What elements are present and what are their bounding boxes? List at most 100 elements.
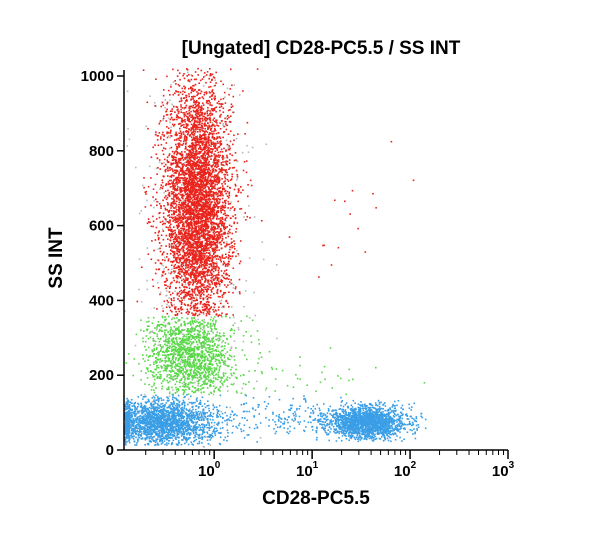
scatter-point — [191, 290, 194, 293]
scatter-point — [195, 194, 198, 197]
scatter-point — [186, 113, 189, 115]
scatter-point — [170, 249, 172, 252]
scatter-point — [223, 188, 226, 190]
scatter-point — [167, 258, 170, 260]
scatter-point — [202, 164, 205, 166]
scatter-point — [238, 278, 241, 281]
scatter-point — [234, 322, 236, 324]
scatter-point — [211, 212, 214, 214]
scatter-point — [210, 221, 212, 224]
scatter-point — [201, 261, 204, 263]
scatter-point — [206, 241, 208, 243]
scatter-point — [168, 243, 171, 245]
scatter-point — [151, 330, 154, 332]
scatter-point — [229, 255, 232, 258]
scatter-point — [193, 163, 196, 166]
scatter-point — [216, 290, 219, 292]
scatter-point — [178, 177, 181, 179]
scatter-point — [183, 137, 186, 140]
scatter-point — [214, 274, 216, 277]
scatter-point — [165, 142, 168, 144]
scatter-point — [233, 240, 235, 242]
scatter-point — [204, 210, 207, 212]
scatter-point — [217, 258, 220, 260]
scatter-point — [233, 188, 236, 191]
scatter-point — [162, 310, 164, 312]
scatter-point — [206, 365, 209, 367]
scatter-point — [190, 229, 193, 231]
scatter-point — [215, 155, 217, 158]
scatter-point — [165, 120, 168, 122]
scatter-point — [191, 162, 194, 165]
scatter-point — [188, 115, 191, 117]
scatter-point — [216, 276, 219, 279]
scatter-point — [221, 312, 223, 315]
scatter-point — [183, 203, 185, 206]
scatter-point — [206, 118, 208, 121]
scatter-point — [233, 139, 235, 142]
scatter-point — [210, 194, 213, 196]
scatter-point — [201, 113, 203, 115]
scatter-point — [176, 238, 179, 241]
scatter-point — [208, 201, 211, 203]
scatter-point — [187, 204, 189, 206]
scatter-point — [176, 275, 179, 277]
scatter-point — [234, 248, 236, 250]
scatter-point — [168, 153, 171, 155]
scatter-point — [204, 159, 206, 161]
scatter-point — [225, 139, 228, 142]
scatter-point — [195, 124, 197, 126]
scatter-point — [217, 198, 220, 200]
scatter-point — [200, 206, 203, 208]
scatter-point — [248, 205, 250, 207]
scatter-point — [215, 198, 218, 200]
scatter-point — [216, 292, 219, 295]
scatter-point — [206, 218, 209, 220]
scatter-point — [201, 168, 203, 171]
scatter-point — [126, 145, 129, 147]
scatter-point — [170, 223, 172, 226]
scatter-point — [216, 195, 219, 198]
scatter-point — [182, 267, 185, 270]
scatter-point — [156, 308, 158, 310]
scatter-point — [198, 272, 201, 275]
scatter-point — [234, 217, 237, 219]
scatter-point — [174, 308, 177, 310]
scatter-point — [192, 157, 195, 160]
scatter-point — [176, 240, 178, 243]
scatter-point — [209, 270, 212, 272]
scatter-point — [180, 239, 183, 242]
scatter-point — [194, 139, 196, 141]
scatter-point — [186, 155, 188, 157]
scatter-point — [214, 125, 216, 127]
scatter-point — [167, 161, 170, 163]
scatter-point — [179, 159, 182, 161]
scatter-point — [168, 342, 171, 345]
scatter-point — [208, 188, 210, 190]
scatter-point — [191, 265, 194, 268]
scatter-point — [205, 101, 208, 104]
scatter-point — [196, 173, 198, 176]
scatter-point — [199, 146, 201, 148]
scatter-point — [167, 268, 170, 271]
scatter-point — [189, 159, 192, 161]
scatter-point — [138, 288, 140, 291]
scatter-point — [187, 206, 190, 208]
scatter-point — [180, 136, 183, 138]
scatter-point — [200, 69, 203, 72]
scatter-point — [181, 207, 184, 209]
scatter-point — [219, 217, 222, 219]
scatter-point — [189, 308, 192, 310]
scatter-point — [189, 87, 192, 89]
scatter-point — [167, 228, 170, 231]
scatter-point — [222, 232, 225, 235]
scatter-point — [154, 105, 156, 107]
scatter-point — [195, 247, 198, 250]
scatter-point — [223, 147, 225, 150]
scatter-point — [170, 237, 172, 239]
scatter-point — [203, 290, 205, 293]
scatter-point — [185, 99, 188, 101]
scatter-point — [200, 255, 203, 257]
scatter-point — [205, 249, 207, 252]
scatter-point — [170, 176, 173, 178]
